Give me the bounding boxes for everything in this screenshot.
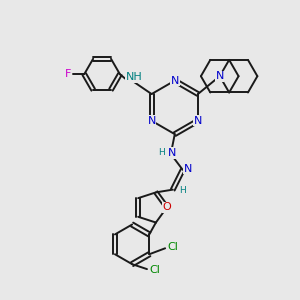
Text: Cl: Cl xyxy=(149,265,160,275)
Text: N: N xyxy=(147,116,156,126)
Text: Cl: Cl xyxy=(168,242,178,252)
Text: N: N xyxy=(171,76,179,85)
Text: N: N xyxy=(215,71,224,81)
Text: F: F xyxy=(65,69,72,79)
Text: N: N xyxy=(184,164,192,174)
Text: N: N xyxy=(168,148,176,158)
Text: H: H xyxy=(158,148,165,158)
Text: O: O xyxy=(163,202,171,212)
Text: NH: NH xyxy=(125,72,142,82)
Text: N: N xyxy=(194,116,202,126)
Text: H: H xyxy=(179,186,186,195)
